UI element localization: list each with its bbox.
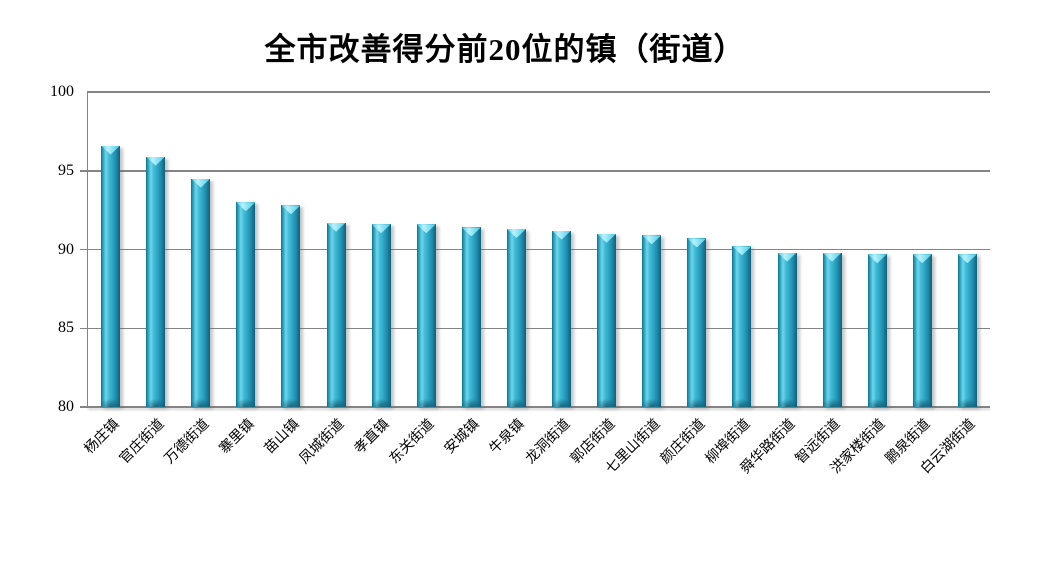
y-axis-tick xyxy=(80,248,88,251)
bar xyxy=(642,235,662,407)
y-axis-line xyxy=(86,91,88,408)
bar xyxy=(461,227,481,407)
bar xyxy=(552,230,572,408)
bar xyxy=(506,229,526,407)
bar xyxy=(236,202,256,407)
y-tick-label: 80 xyxy=(58,398,74,415)
x-axis-line xyxy=(88,406,990,408)
y-axis-tick xyxy=(80,327,88,329)
bar xyxy=(957,254,977,407)
bar xyxy=(822,252,842,408)
gridline xyxy=(88,170,990,172)
bar xyxy=(912,254,932,407)
bar xyxy=(146,156,166,408)
bar xyxy=(101,145,121,408)
y-tick-label: 85 xyxy=(58,319,74,337)
bar xyxy=(687,238,707,407)
bar xyxy=(867,254,887,407)
y-axis-tick xyxy=(80,170,88,172)
bar xyxy=(326,222,346,408)
gridline xyxy=(88,248,990,251)
bar xyxy=(732,246,752,407)
bar xyxy=(281,205,301,407)
bar xyxy=(777,252,797,408)
y-axis-tick xyxy=(80,406,88,408)
y-tick-label: 95 xyxy=(58,161,74,179)
y-tick-label: 90 xyxy=(58,240,74,258)
gridline xyxy=(88,327,990,329)
bar xyxy=(597,233,617,408)
bar xyxy=(416,224,436,407)
chart-title: 全市改善得分前20位的镇（街道） xyxy=(264,32,746,67)
bar xyxy=(371,224,391,407)
bar xyxy=(191,178,211,408)
y-tick-label: 100 xyxy=(50,83,74,100)
gridline xyxy=(88,91,990,93)
